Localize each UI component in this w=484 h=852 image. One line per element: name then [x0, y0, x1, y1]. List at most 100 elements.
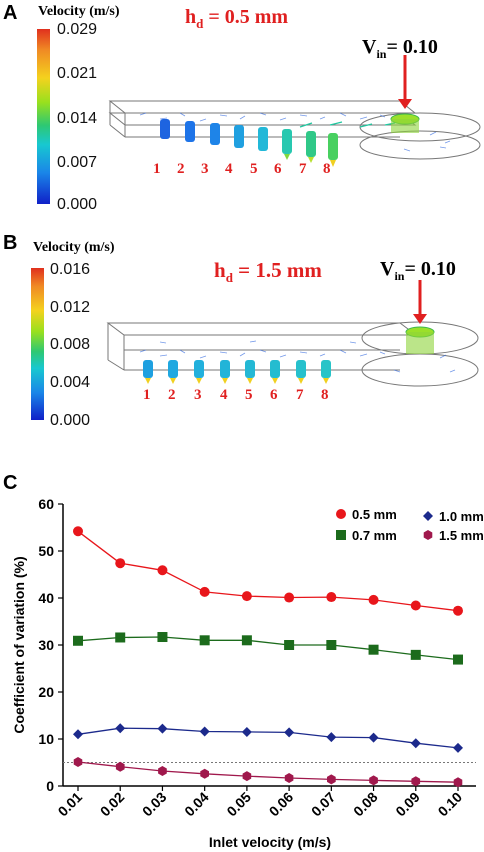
- legend-marker: [423, 511, 433, 521]
- series-0-5-mm: [73, 526, 463, 616]
- panel-b-tick-3: 0.004: [50, 374, 91, 391]
- panel-b-tick-2: 0.008: [50, 336, 91, 353]
- panel-b-vin-label: Vin= 0.10: [380, 258, 456, 283]
- panel-b-nozzle-4: 4: [220, 387, 228, 403]
- data-point: [157, 632, 168, 643]
- data-point: [284, 727, 295, 738]
- panel-a-nozzle-7: 7: [299, 161, 307, 177]
- data-point: [241, 726, 252, 737]
- y-tick-label: 60: [38, 496, 54, 512]
- data-point: [73, 757, 83, 767]
- panel-b-nozzle-2: 2: [168, 387, 176, 403]
- data-point: [453, 654, 463, 665]
- legend: 0.5 mm 0.7 mm 1.0 mm 1.5 mm: [336, 507, 484, 543]
- panel-a-hd-label: hd = 0.5 mm: [185, 6, 289, 31]
- series-0-7-mm: [73, 632, 463, 665]
- data-point: [326, 592, 337, 603]
- data-point: [158, 766, 167, 776]
- y-ticks: 0 10 20 30 40 50 60: [38, 496, 63, 794]
- y-tick-label: 40: [38, 590, 54, 606]
- data-point: [410, 649, 421, 660]
- data-point: [115, 761, 125, 772]
- panel-b-colorbar: [31, 268, 44, 420]
- panel-a-colorbar-title: Velocity (m/s): [38, 4, 120, 19]
- y-tick-label: 0: [46, 778, 54, 794]
- panel-a-nozzle-4: 4: [225, 161, 233, 177]
- legend-label: 1.0 mm: [439, 509, 484, 524]
- panel-b-nozzle-8: 8: [321, 387, 329, 403]
- data-point: [327, 774, 336, 785]
- x-tick-label: 0.06: [266, 789, 297, 820]
- x-tick-label: 0.02: [97, 789, 128, 820]
- data-point: [73, 526, 83, 537]
- data-point: [284, 773, 294, 783]
- series-line: [77, 727, 459, 749]
- panel-b-tick-1: 0.012: [50, 299, 91, 316]
- legend-label: 0.5 mm: [352, 507, 397, 522]
- data-point: [242, 771, 252, 782]
- series-1-5-mm: [73, 757, 463, 788]
- panel-b-nozzle-1: 1: [143, 387, 151, 403]
- data-point: [369, 775, 378, 786]
- y-tick-label: 10: [38, 731, 54, 747]
- data-point: [241, 591, 252, 602]
- data-point: [453, 742, 463, 753]
- data-point: [115, 723, 126, 734]
- data-point: [326, 732, 337, 743]
- y-tick-label: 50: [38, 543, 54, 559]
- data-point: [199, 726, 210, 737]
- panel-a-nozzle-3: 3: [201, 161, 209, 177]
- data-point: [410, 738, 421, 749]
- legend-label: 1.5 mm: [439, 528, 484, 543]
- y-tick-label: 20: [38, 684, 54, 700]
- panel-b-nozzle-5: 5: [245, 387, 253, 403]
- panel-b-hd-label: hd = 1.5 mm: [214, 258, 322, 286]
- x-tick-label: 0.07: [308, 789, 339, 820]
- panel-a-nozzle-1: 1: [153, 161, 161, 177]
- series-line: [77, 636, 459, 661]
- panel-b-tick-0: 0.016: [50, 261, 91, 278]
- y-tick-label: 30: [38, 637, 54, 653]
- data-point: [157, 723, 168, 734]
- panel-c-letter: C: [3, 472, 18, 494]
- data-point: [73, 729, 83, 740]
- panel-a-colorbar: [37, 29, 50, 204]
- data-point: [200, 768, 209, 779]
- panel-a-flow-model: [108, 55, 481, 167]
- data-point: [115, 632, 126, 643]
- panel-a-nozzle-5: 5: [250, 161, 258, 177]
- data-point: [326, 640, 337, 650]
- data-point: [368, 732, 379, 743]
- panel-a-tick-3: 0.007: [57, 154, 98, 171]
- y-axis-label: Coefficient of variation (%): [11, 556, 27, 733]
- data-point: [410, 600, 421, 611]
- data-point: [284, 592, 295, 603]
- panel-b-flow-model: [106, 280, 479, 387]
- data-point: [199, 586, 210, 597]
- panel-b-colorbar-title: Velocity (m/s): [33, 240, 115, 255]
- legend-marker: [423, 530, 433, 540]
- x-tick-label: 0.09: [392, 789, 423, 820]
- panel-a-tick-1: 0.021: [57, 65, 98, 82]
- series-1-0-mm: [73, 723, 463, 753]
- data-point: [411, 776, 421, 787]
- data-point: [157, 565, 168, 576]
- data-point: [199, 635, 210, 646]
- x-tick-label: 0.10: [435, 789, 466, 820]
- series-line: [77, 530, 459, 612]
- panel-a-letter: A: [3, 2, 18, 24]
- data-point: [284, 640, 295, 650]
- data-point: [241, 635, 252, 646]
- x-ticks: 0.01 0.02 0.03 0.04 0.05 0.06 0.07 0.08 0.09 0.10: [55, 786, 466, 820]
- x-axis-label: Inlet velocity (m/s): [209, 834, 331, 850]
- legend-label: 0.7 mm: [352, 528, 397, 543]
- x-tick-label: 0.05: [223, 789, 254, 820]
- legend-marker: [336, 509, 346, 519]
- panel-a-nozzle-6: 6: [274, 161, 282, 177]
- legend-marker: [336, 530, 346, 540]
- panel-b-nozzle-7: 7: [296, 387, 304, 403]
- panel-a-nozzle-2: 2: [177, 161, 185, 177]
- panel-a-tick-2: 0.014: [57, 110, 98, 127]
- data-series: [73, 526, 463, 788]
